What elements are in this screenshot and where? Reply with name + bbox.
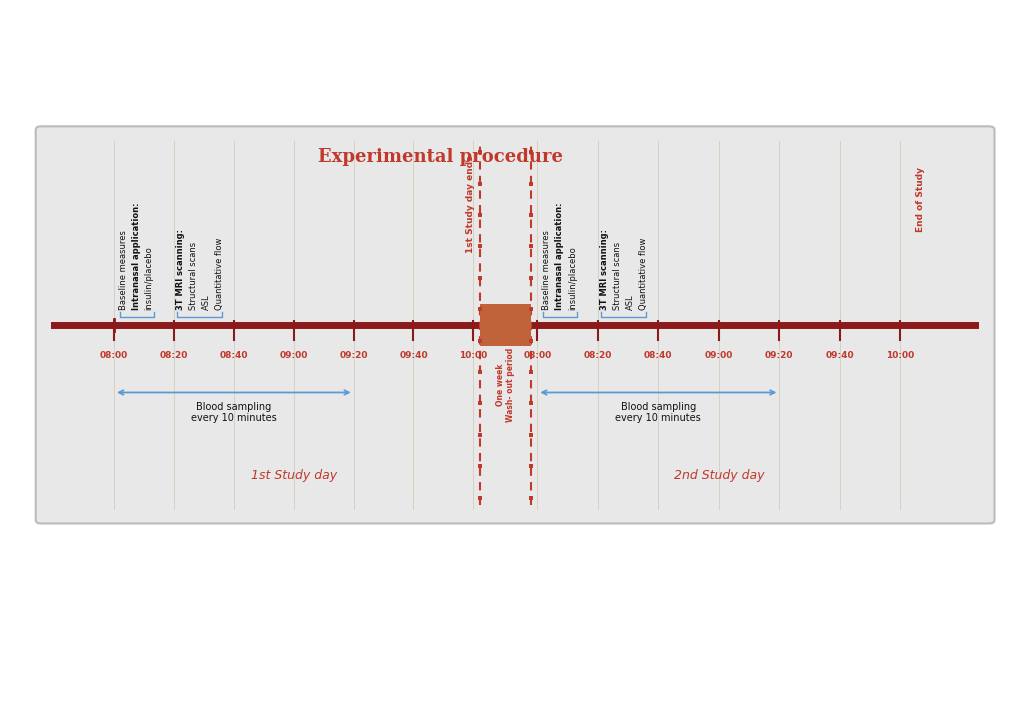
Text: 1st Study day: 1st Study day [251,469,336,482]
Text: 08:20: 08:20 [160,351,187,360]
Text: 3T MRI scanning:: 3T MRI scanning: [599,229,608,310]
Text: Intranasal application:: Intranasal application: [131,202,141,310]
Text: Structural scans: Structural scans [612,242,622,310]
Text: Structural scans: Structural scans [189,242,198,310]
Text: 09:00: 09:00 [704,351,733,360]
Text: 09:40: 09:40 [824,351,853,360]
Text: 08:40: 08:40 [219,351,248,360]
Text: Experimental procedure: Experimental procedure [318,149,562,167]
Text: ASL: ASL [202,295,211,310]
Text: 08:00: 08:00 [100,351,128,360]
Text: ASL: ASL [625,295,634,310]
Bar [479,304,530,346]
Text: Baseline measures: Baseline measures [541,230,550,310]
Text: 09:20: 09:20 [339,351,368,360]
Text: 09:40: 09:40 [398,351,427,360]
Text: Blood sampling
every 10 minutes: Blood sampling every 10 minutes [191,402,276,424]
Text: 10:00: 10:00 [886,351,913,360]
Text: insulin/placebo: insulin/placebo [568,246,577,310]
Text: 3T MRI scanning:: 3T MRI scanning: [175,229,184,310]
Text: Quantitative flow: Quantitative flow [215,238,223,310]
Text: insulin/placebo: insulin/placebo [145,246,154,310]
Text: One week
Wash- out period: One week Wash- out period [495,347,515,422]
Text: 1st Study day ends: 1st Study day ends [466,156,475,253]
Text: 10:00: 10:00 [459,351,487,360]
Text: 09:20: 09:20 [764,351,793,360]
Text: 09:00: 09:00 [279,351,308,360]
Text: 08:40: 08:40 [643,351,672,360]
Text: 2nd Study day: 2nd Study day [673,469,763,482]
Text: Intranasal application:: Intranasal application: [554,202,564,310]
Text: Blood sampling
every 10 minutes: Blood sampling every 10 minutes [614,402,700,424]
Text: 08:20: 08:20 [583,351,611,360]
Text: 08:00: 08:00 [523,351,551,360]
Text: Quantitative flow: Quantitative flow [638,238,647,310]
Text: Baseline measures: Baseline measures [118,230,127,310]
Text: End of Study: End of Study [915,168,924,232]
